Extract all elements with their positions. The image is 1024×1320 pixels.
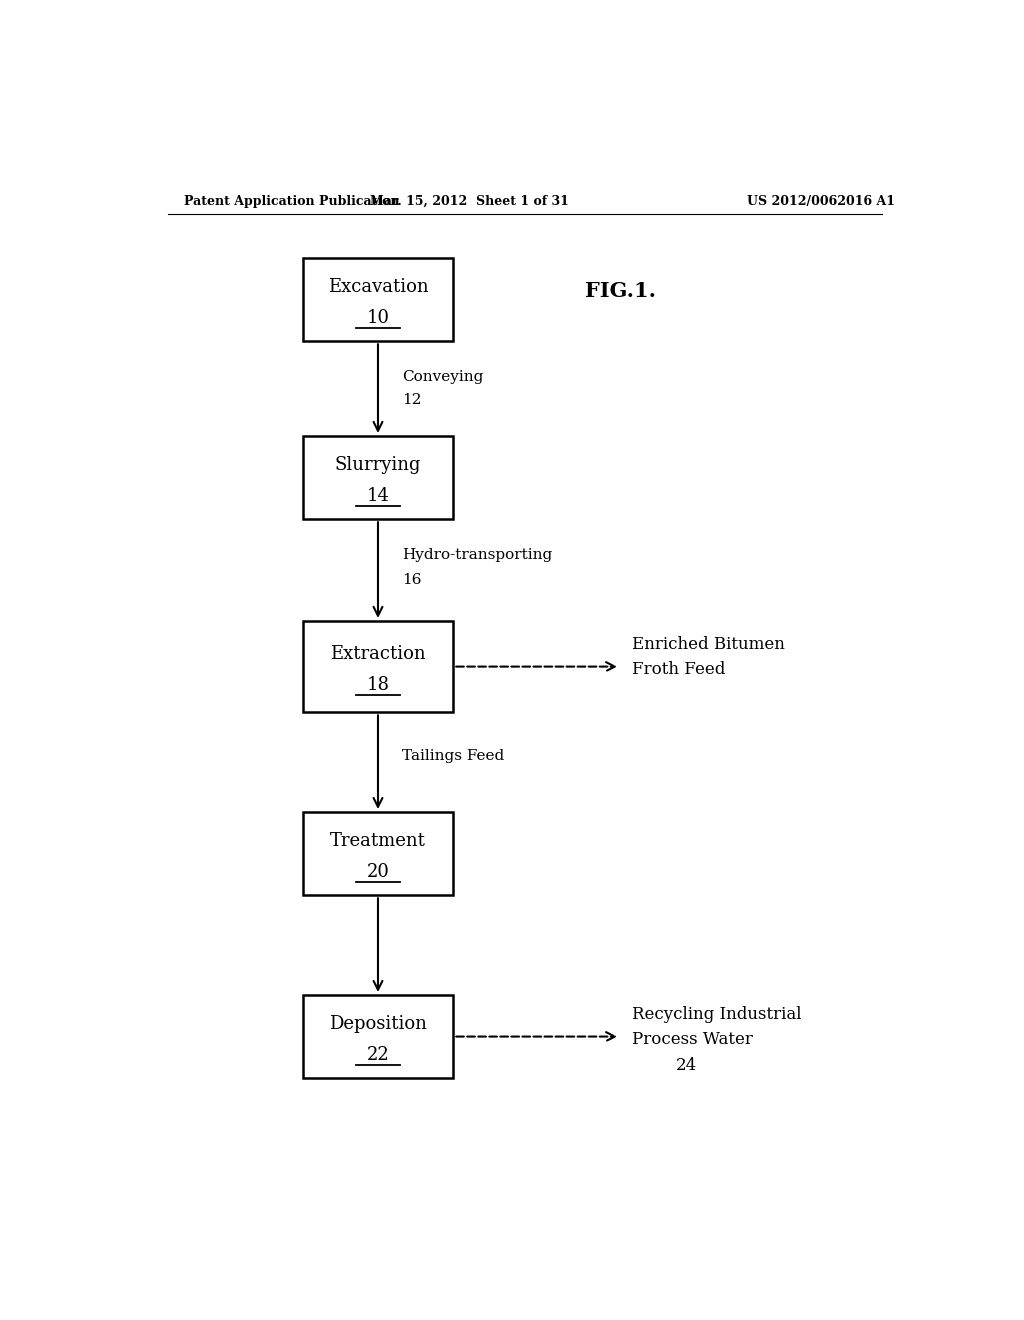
Bar — [303, 812, 454, 895]
Text: FIG.1.: FIG.1. — [585, 281, 655, 301]
Bar — [303, 257, 454, 342]
Text: Tailings Feed: Tailings Feed — [401, 748, 504, 763]
Text: 20: 20 — [367, 863, 389, 880]
Bar — [303, 995, 454, 1078]
Text: Patent Application Publication: Patent Application Publication — [183, 194, 399, 207]
Text: Extraction: Extraction — [330, 645, 426, 664]
Text: Enriched Bitumen: Enriched Bitumen — [632, 636, 784, 652]
Text: 10: 10 — [367, 309, 389, 327]
Text: 24: 24 — [676, 1056, 697, 1073]
Text: Mar. 15, 2012  Sheet 1 of 31: Mar. 15, 2012 Sheet 1 of 31 — [370, 194, 568, 207]
Text: 12: 12 — [401, 393, 421, 408]
Text: US 2012/0062016 A1: US 2012/0062016 A1 — [748, 194, 895, 207]
Text: Treatment: Treatment — [330, 833, 426, 850]
Text: Slurrying: Slurrying — [335, 457, 421, 474]
Text: Conveying: Conveying — [401, 370, 483, 384]
Text: Recycling Industrial: Recycling Industrial — [632, 1006, 802, 1023]
Text: Excavation: Excavation — [328, 279, 428, 297]
Bar — [303, 436, 454, 519]
Text: 18: 18 — [367, 676, 389, 694]
Text: 22: 22 — [367, 1045, 389, 1064]
Text: Process Water: Process Water — [632, 1031, 753, 1048]
Text: 14: 14 — [367, 487, 389, 504]
Bar — [303, 620, 454, 713]
Text: Hydro-transporting: Hydro-transporting — [401, 548, 552, 562]
Text: Froth Feed: Froth Feed — [632, 661, 725, 678]
Text: 16: 16 — [401, 573, 421, 587]
Text: Deposition: Deposition — [329, 1015, 427, 1034]
